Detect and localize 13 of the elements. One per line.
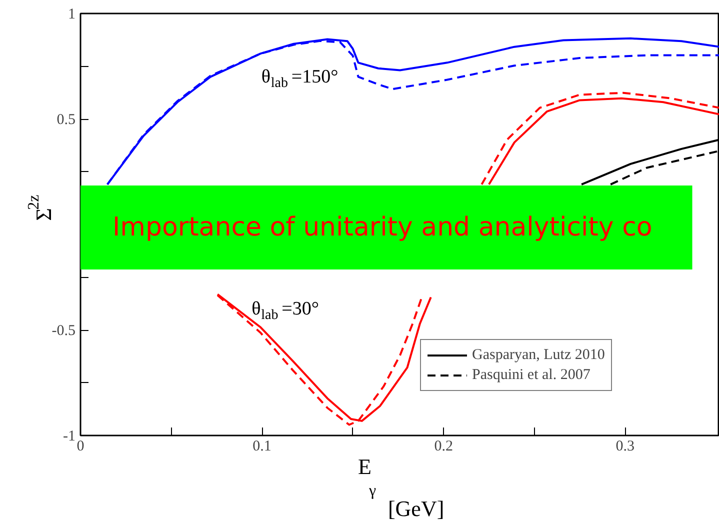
y-tick-label: -1	[63, 428, 76, 444]
y-tick-label: 0.5	[56, 112, 76, 128]
legend-label: Pasquini et al. 2007	[472, 366, 590, 384]
y-axis-title: Σ2z	[26, 194, 56, 221]
annotation: Importance of unitarity and analyticity co	[112, 212, 652, 242]
y-tick-label: 1	[68, 6, 76, 22]
x-axis-title: Eγ [GeV]	[358, 454, 444, 520]
x-tick-label: 0.1	[252, 438, 272, 454]
x-tick-label: 0.2	[434, 438, 453, 454]
x-tick-label: 0	[76, 438, 84, 454]
legend-label: Gasparyan, Lutz 2010	[472, 346, 605, 364]
x-tick-label: 0.3	[616, 438, 634, 454]
y-tick-label: -0.5	[52, 323, 76, 339]
